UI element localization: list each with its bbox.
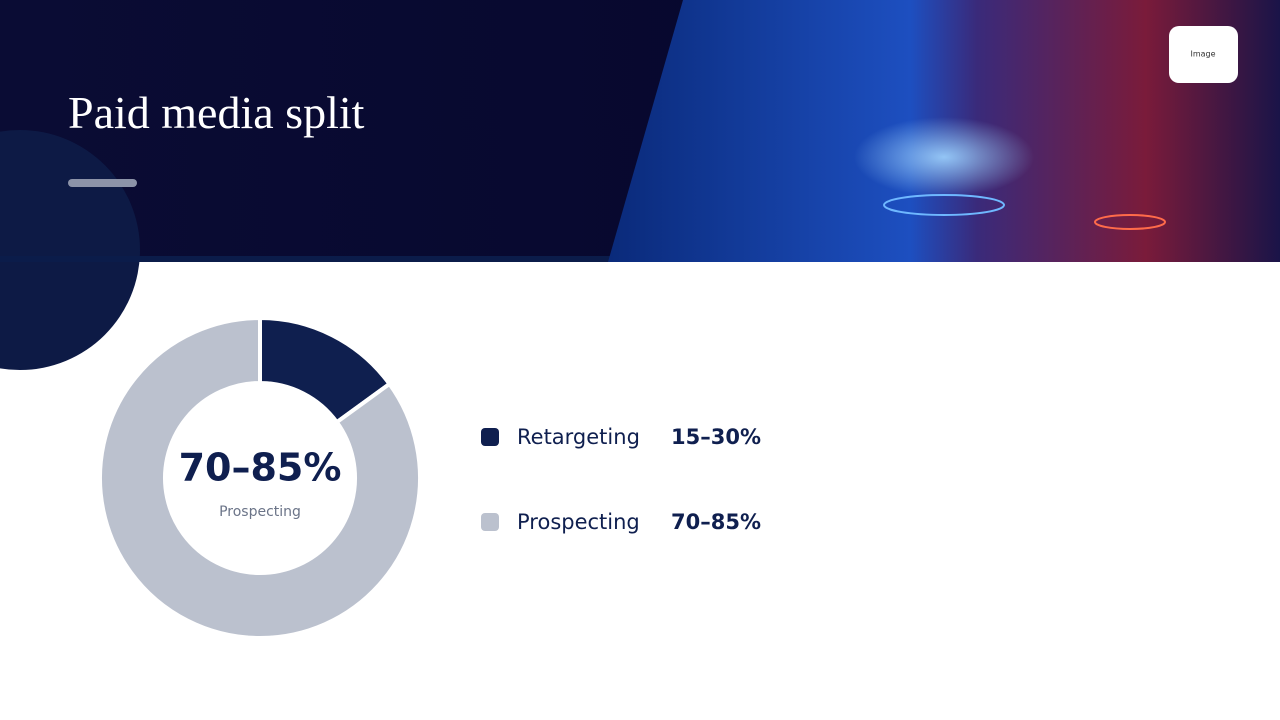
image-ring bbox=[1094, 214, 1166, 230]
legend-value: 15–30% bbox=[671, 425, 761, 449]
image-glow bbox=[854, 117, 1034, 197]
donut bbox=[98, 315, 422, 640]
legend-value: 70–85% bbox=[671, 510, 761, 534]
header-circle bbox=[0, 130, 140, 370]
legend-swatch bbox=[481, 513, 499, 531]
center-value: 70–85% bbox=[179, 446, 342, 490]
title: Paid media split bbox=[68, 87, 365, 138]
image-ring bbox=[883, 194, 1005, 216]
title-underline bbox=[68, 179, 137, 187]
legend-swatch bbox=[481, 428, 499, 446]
center-caption: Prospecting bbox=[219, 504, 301, 520]
image-badge bbox=[1169, 26, 1238, 83]
legend: Retargeting 15–30% Prospecting 70–85% bbox=[481, 425, 761, 534]
donut-slice bbox=[98, 315, 422, 640]
legend-label: Prospecting bbox=[517, 510, 640, 534]
legend-label: Retargeting bbox=[517, 425, 640, 449]
badge-label: Image bbox=[1190, 50, 1215, 59]
